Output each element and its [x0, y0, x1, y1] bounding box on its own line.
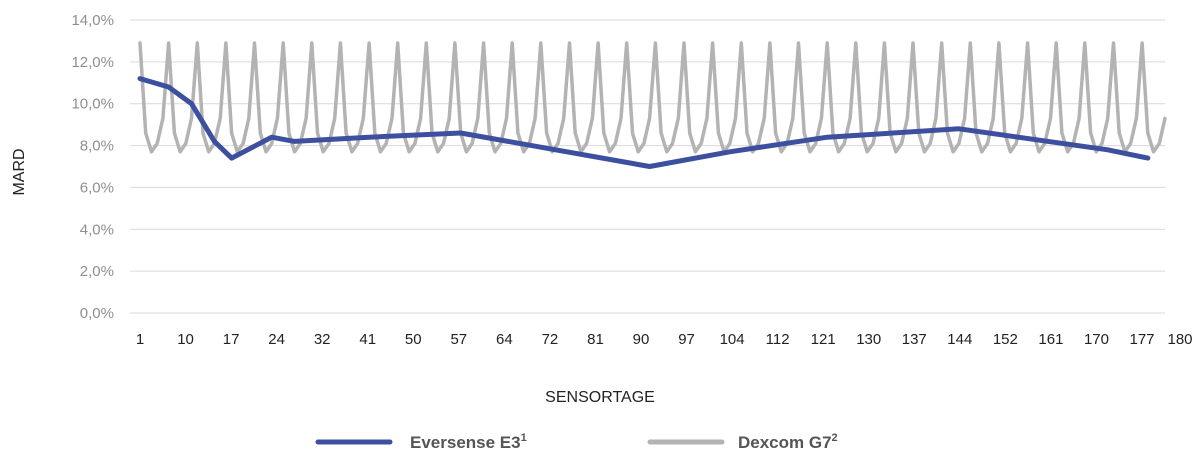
x-tick-label: 57 [450, 331, 467, 348]
y-tick-label: 10,0% [71, 96, 114, 113]
y-tick-label: 14,0% [71, 12, 114, 29]
legend: Eversense E31 Dexcom G72 [315, 432, 838, 452]
x-tick-label: 104 [720, 331, 745, 348]
x-tick-label: 24 [268, 331, 285, 348]
legend-label-text: Dexcom G7 [738, 433, 832, 452]
y-axis-title: MARD [11, 148, 28, 195]
x-tick-label: 161 [1038, 331, 1063, 348]
x-tick-label: 90 [633, 331, 650, 348]
y-tick-label: 4,0% [80, 221, 114, 238]
x-tick-label: 32 [314, 331, 331, 348]
x-tick-label: 112 [766, 331, 790, 348]
x-axis-ticks: 1 10 17 24 32 41 50 57 64 72 81 90 97 104 112 121 130 137… [136, 331, 1193, 348]
x-tick-label: 10 [177, 331, 194, 348]
y-axis-ticks: 0,0% 2,0% 4,0% 6,0% 8,0% 10,0% 12,0% 14,0% [71, 12, 114, 322]
x-axis-title: SENSORTAGE [545, 389, 655, 406]
x-tick-label: 121 [811, 331, 836, 348]
y-tick-label: 0,0% [80, 305, 114, 322]
x-tick-label: 41 [359, 331, 376, 348]
x-tick-label: 72 [542, 331, 559, 348]
series-lines [137, 41, 1167, 169]
y-tick-label: 8,0% [80, 138, 114, 155]
y-tick-label: 2,0% [80, 263, 114, 280]
series-line-dexcom-g7 [138, 41, 1167, 154]
series-line-eversense-e3 [137, 76, 1151, 169]
x-tick-label: 50 [405, 331, 422, 348]
x-tick-label: 64 [496, 331, 513, 348]
x-tick-label: 180 [1167, 331, 1192, 348]
legend-label-dexcom-g7: Dexcom G72 [738, 432, 838, 452]
legend-footnote-marker: 1 [521, 432, 527, 444]
y-tick-label: 12,0% [71, 54, 114, 71]
y-tick-label: 6,0% [80, 179, 114, 196]
x-tick-label: 17 [223, 331, 240, 348]
x-tick-label: 144 [947, 331, 972, 348]
gridlines [130, 19, 1165, 314]
x-tick-label: 97 [678, 331, 695, 348]
x-tick-label: 170 [1084, 331, 1109, 348]
legend-label-text: Eversense E3 [410, 433, 521, 452]
x-tick-label: 137 [902, 331, 927, 348]
x-tick-label: 81 [587, 331, 604, 348]
x-tick-label: 152 [993, 331, 1018, 348]
legend-label-eversense-e3: Eversense E31 [410, 432, 527, 452]
x-tick-label: 177 [1129, 331, 1154, 348]
x-tick-label: 130 [856, 331, 881, 348]
x-tick-label: 1 [136, 331, 144, 348]
legend-footnote-marker: 2 [832, 432, 838, 444]
